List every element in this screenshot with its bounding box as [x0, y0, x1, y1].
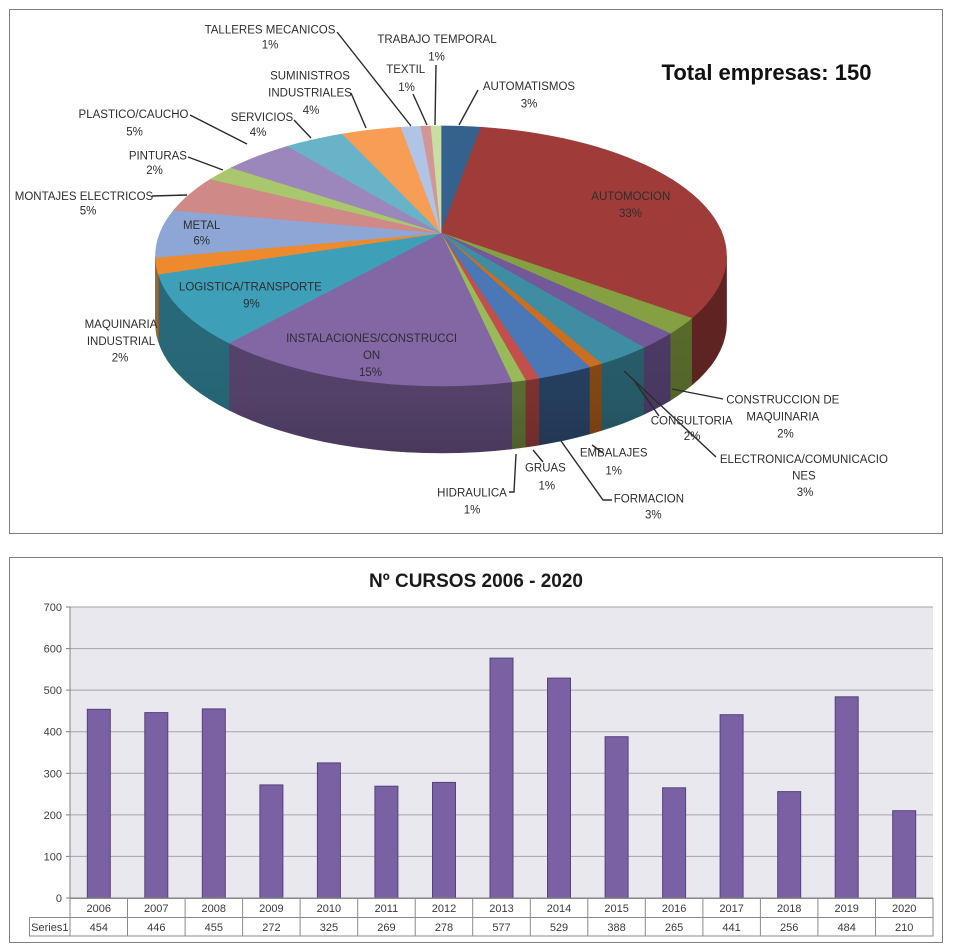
svg-text:PINTURAS: PINTURAS — [129, 150, 187, 162]
svg-text:2009: 2009 — [259, 903, 283, 915]
svg-text:AUTOMATISMOS: AUTOMATISMOS — [483, 81, 576, 93]
svg-text:SUMINISTROS: SUMINISTROS — [270, 71, 350, 83]
svg-text:1%: 1% — [605, 466, 622, 478]
svg-text:2018: 2018 — [777, 903, 801, 915]
svg-text:TRABAJO TEMPORAL: TRABAJO TEMPORAL — [377, 34, 497, 46]
svg-text:INDUSTRIALES: INDUSTRIALES — [268, 87, 352, 99]
svg-text:GRUAS: GRUAS — [525, 463, 566, 475]
svg-text:33%: 33% — [619, 208, 642, 220]
svg-text:1%: 1% — [464, 504, 481, 516]
svg-text:272: 272 — [262, 922, 280, 934]
svg-text:EMBALAJES: EMBALAJES — [580, 447, 648, 459]
svg-text:9%: 9% — [243, 298, 260, 310]
svg-text:METAL: METAL — [183, 220, 221, 232]
svg-text:4%: 4% — [303, 105, 320, 117]
svg-text:577: 577 — [492, 922, 510, 934]
svg-text:CONSTRUCCION DE: CONSTRUCCION DE — [726, 395, 839, 407]
svg-text:MAQUINARIA: MAQUINARIA — [85, 319, 158, 331]
svg-text:2%: 2% — [112, 352, 129, 364]
svg-text:2020: 2020 — [892, 903, 916, 915]
svg-text:1%: 1% — [538, 480, 555, 492]
svg-text:Total empresas: 150: Total empresas: 150 — [662, 60, 872, 85]
svg-text:3%: 3% — [797, 487, 814, 499]
svg-text:LOGISTICA/TRANSPORTE: LOGISTICA/TRANSPORTE — [179, 282, 322, 294]
svg-text:441: 441 — [722, 922, 740, 934]
svg-text:2016: 2016 — [662, 903, 686, 915]
svg-text:265: 265 — [665, 922, 683, 934]
svg-text:446: 446 — [147, 922, 165, 934]
svg-text:484: 484 — [838, 922, 856, 934]
svg-text:300: 300 — [44, 768, 62, 780]
svg-text:HIDRAULICA: HIDRAULICA — [437, 488, 507, 500]
svg-text:TALLERES MECANICOS: TALLERES MECANICOS — [205, 25, 336, 37]
svg-text:ON: ON — [363, 350, 380, 362]
svg-text:388: 388 — [607, 922, 625, 934]
svg-text:6%: 6% — [193, 236, 210, 248]
svg-text:AUTOMOCION: AUTOMOCION — [591, 191, 670, 203]
svg-text:2008: 2008 — [202, 903, 226, 915]
svg-text:455: 455 — [205, 922, 223, 934]
svg-text:NES: NES — [792, 471, 816, 483]
svg-text:TEXTIL: TEXTIL — [386, 64, 426, 76]
svg-text:2010: 2010 — [317, 903, 341, 915]
svg-text:MONTAJES ELECTRICOS: MONTAJES ELECTRICOS — [15, 191, 154, 203]
svg-text:200: 200 — [44, 810, 62, 822]
svg-text:278: 278 — [435, 922, 453, 934]
svg-text:700: 700 — [44, 602, 62, 614]
svg-text:210: 210 — [895, 922, 913, 934]
svg-text:2017: 2017 — [719, 903, 743, 915]
svg-text:15%: 15% — [359, 367, 382, 379]
svg-text:269: 269 — [377, 922, 395, 934]
svg-text:FORMACION: FORMACION — [614, 494, 684, 506]
svg-text:CONSULTORIA: CONSULTORIA — [651, 415, 733, 427]
svg-text:2%: 2% — [684, 431, 701, 443]
svg-text:2012: 2012 — [432, 903, 456, 915]
svg-text:0: 0 — [56, 893, 62, 905]
svg-text:1%: 1% — [428, 52, 445, 64]
svg-text:3%: 3% — [521, 99, 538, 111]
svg-text:2015: 2015 — [604, 903, 628, 915]
svg-text:100: 100 — [44, 851, 62, 863]
svg-text:2014: 2014 — [547, 903, 571, 915]
svg-text:600: 600 — [44, 644, 62, 656]
svg-text:MAQUINARIA: MAQUINARIA — [746, 412, 819, 424]
svg-text:1%: 1% — [262, 40, 279, 52]
svg-text:256: 256 — [780, 922, 798, 934]
svg-text:2019: 2019 — [834, 903, 858, 915]
svg-text:ELECTRONICA/COMUNICACIO: ELECTRONICA/COMUNICACIO — [720, 454, 888, 466]
svg-text:2006: 2006 — [87, 903, 111, 915]
svg-text:325: 325 — [320, 922, 338, 934]
svg-text:Nº CURSOS 2006 - 2020: Nº CURSOS 2006 - 2020 — [369, 571, 583, 592]
svg-text:3%: 3% — [645, 510, 662, 522]
svg-text:2013: 2013 — [489, 903, 513, 915]
svg-text:SERVICIOS: SERVICIOS — [231, 112, 294, 124]
svg-text:400: 400 — [44, 727, 62, 739]
svg-text:INSTALACIONES/CONSTRUCCI: INSTALACIONES/CONSTRUCCI — [286, 333, 457, 345]
svg-text:INDUSTRIAL: INDUSTRIAL — [87, 336, 156, 348]
svg-text:2%: 2% — [146, 165, 163, 177]
svg-text:Series1: Series1 — [31, 922, 68, 934]
svg-text:529: 529 — [550, 922, 568, 934]
svg-text:2011: 2011 — [375, 903, 399, 915]
svg-text:2007: 2007 — [144, 903, 168, 915]
svg-text:PLASTICO/CAUCHO: PLASTICO/CAUCHO — [79, 109, 189, 121]
svg-text:1%: 1% — [398, 82, 415, 94]
svg-text:2%: 2% — [777, 429, 794, 441]
svg-text:5%: 5% — [126, 127, 143, 139]
svg-text:5%: 5% — [80, 206, 97, 218]
svg-text:454: 454 — [90, 922, 108, 934]
svg-text:500: 500 — [44, 685, 62, 697]
svg-text:4%: 4% — [250, 127, 267, 139]
